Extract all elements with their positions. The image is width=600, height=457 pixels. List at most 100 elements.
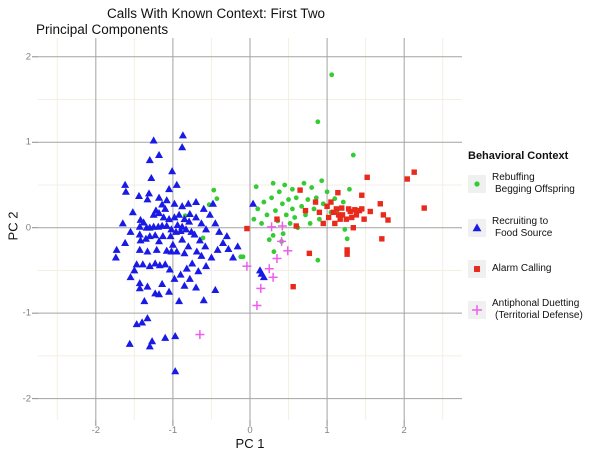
point-circle [307,221,313,226]
point-triangle [472,223,482,232]
legend-label-line: Antiphonal Duetting [492,298,580,309]
point-square [337,216,343,222]
point-circle [311,206,317,212]
legend-label-line: Recruiting to [492,216,549,227]
point-circle [299,203,305,209]
point-square [324,203,330,210]
point-circle [340,199,346,205]
y-tick-label: 0 [25,222,31,234]
point-triangle [152,245,161,253]
point-circle [290,206,295,212]
point-triangle [161,333,170,341]
point-circle [474,181,480,187]
point-triangle [155,150,164,158]
circle-key-icon [468,175,486,193]
point-triangle [148,337,157,345]
point-circle [240,254,246,260]
point-triangle [176,270,185,278]
point-triangle [130,266,139,274]
point-plus [267,222,277,232]
point-circle [315,257,321,263]
point-triangle [201,242,210,250]
point-circle [316,216,322,222]
point-triangle [172,247,181,255]
point-circle [287,221,293,226]
point-triangle [178,202,187,210]
point-triangle [208,199,217,207]
point-plus [277,221,287,231]
x-tick-label: -2 [91,425,101,436]
point-circle [292,215,298,220]
point-triangle [165,265,174,273]
point-triangle [141,234,150,242]
point-triangle [111,253,120,261]
point-triangle [249,199,258,207]
y-tick-label: 1 [25,136,31,148]
point-square [274,216,280,222]
point-triangle [132,260,141,268]
x-tick-label: 0 [247,425,253,436]
point-circle [269,195,274,201]
point-square [379,236,385,242]
point-triangle [112,245,121,253]
point-triangle [140,297,149,305]
point-triangle [170,213,179,221]
legend-symbol [474,266,480,272]
point-triangle [199,204,208,212]
legend-label-line: Begging Offspring [495,184,575,195]
point-triangle [184,242,193,250]
point-triangle [233,242,242,250]
point-square [316,209,323,216]
point-square [345,206,352,212]
point-triangle [151,231,160,239]
point-triangle [215,227,224,235]
point-triangle [145,261,154,270]
point-plus [264,264,274,274]
point-square [380,212,387,218]
point-triangle [167,247,176,255]
point-triangle [145,189,154,197]
legend-label-line: (Territorial Defense) [495,310,583,321]
y-tick-label: 2 [25,51,31,63]
point-triangle [170,274,179,282]
point-plus [242,261,252,271]
point-triangle [185,274,194,282]
point-plus [256,283,266,293]
point-plus [472,305,482,315]
point-plus [268,272,278,282]
point-circle [261,199,267,205]
point-circle [271,249,277,255]
point-square [333,206,340,212]
point-triangle [143,247,152,255]
point-triangle [155,290,164,298]
point-circle [309,185,315,190]
point-circle [301,180,307,186]
point-triangle [197,219,206,227]
y-tick-label: -1 [22,307,31,319]
x-tick-label: 2 [401,425,407,436]
point-triangle [158,200,167,208]
point-plus [272,253,282,263]
point-square [312,199,319,205]
point-triangle [175,297,184,305]
point-square [353,212,360,218]
point-triangle [135,230,144,238]
x-tick-label: 1 [324,425,330,436]
point-triangle [171,367,180,375]
plus-key-icon [468,301,486,319]
point-triangle [202,261,211,270]
point-triangle [143,282,152,290]
point-square [244,225,250,232]
point-triangle [178,131,187,139]
point-triangle [224,244,233,252]
point-triangle [178,222,187,230]
point-plus [252,300,262,310]
legend-item-1: Recruiting to Food Source [468,216,600,240]
point-triangle [143,314,152,322]
point-circle [347,186,352,192]
point-triangle [134,191,143,199]
point-triangle [126,273,135,281]
point-triangle [147,173,156,182]
point-triangle [180,214,189,223]
point-circle [270,180,276,186]
